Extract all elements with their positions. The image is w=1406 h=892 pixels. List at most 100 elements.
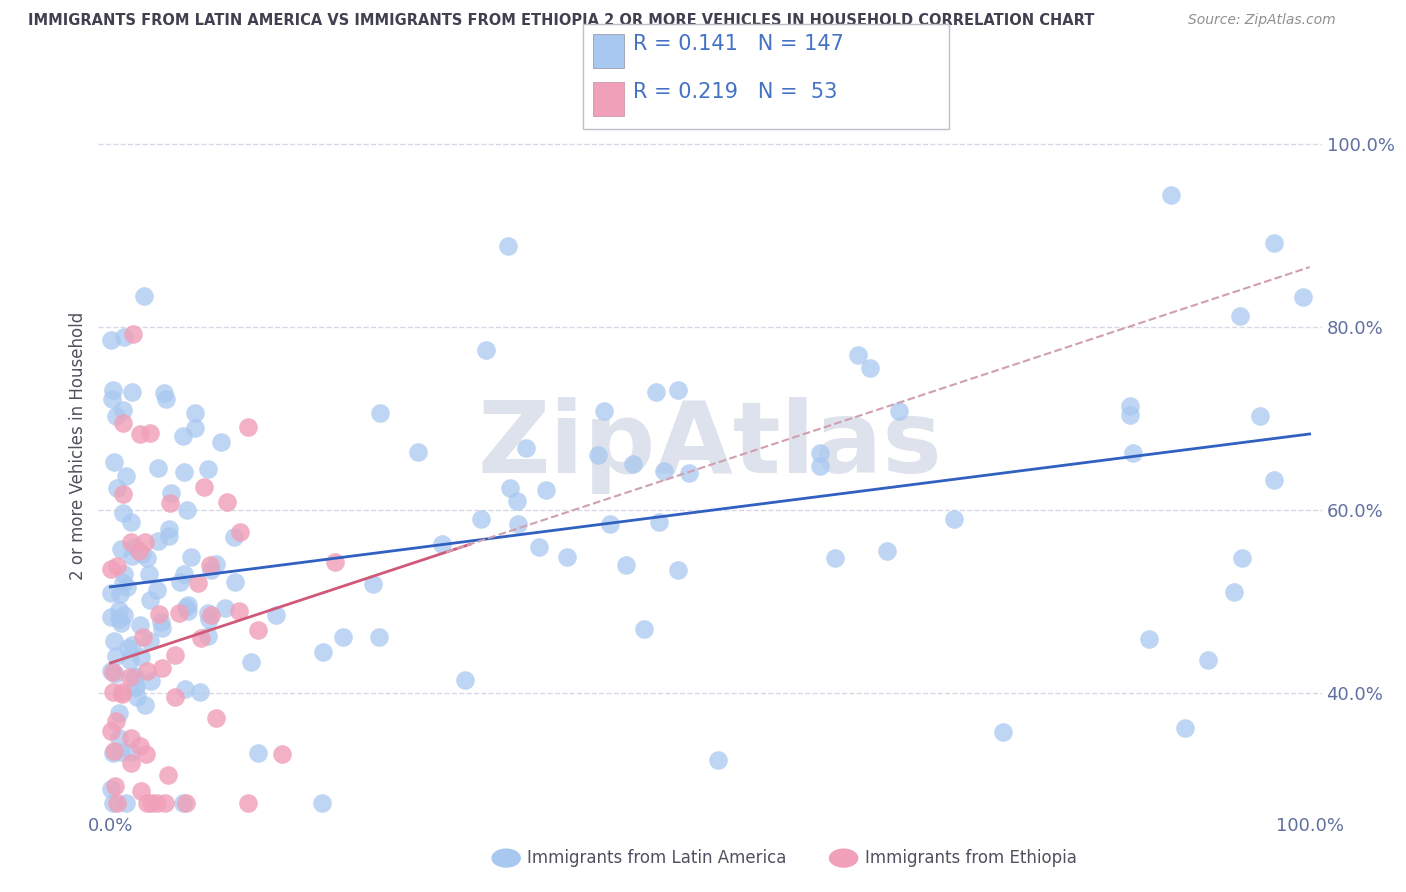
Point (1292, 291, 1315, 305)
Point (430, 537, 453, 551)
Point (101, 746, 124, 760)
Point (136, 796, 159, 810)
Point (1249, 409, 1271, 423)
Point (808, 445, 831, 459)
Point (146, 534, 169, 549)
Point (114, 796, 136, 810)
Point (132, 289, 155, 303)
Point (176, 796, 198, 810)
Point (197, 606, 219, 620)
Point (246, 623, 269, 637)
Point (111, 687, 134, 701)
Point (100, 664, 122, 678)
Point (120, 745, 142, 759)
Point (129, 784, 152, 798)
Point (247, 746, 270, 760)
Point (204, 711, 226, 725)
Point (146, 461, 169, 475)
Point (145, 582, 167, 597)
Point (129, 618, 152, 632)
Point (1119, 399, 1142, 413)
Point (506, 494, 529, 508)
Point (105, 558, 128, 573)
Point (131, 547, 153, 561)
Point (678, 466, 700, 480)
Point (118, 670, 141, 684)
Point (668, 383, 690, 397)
Point (124, 669, 146, 683)
Point (1137, 632, 1160, 646)
Point (163, 690, 186, 704)
Point (197, 629, 219, 643)
Point (111, 506, 134, 520)
Point (150, 622, 173, 636)
Point (131, 649, 153, 664)
Point (184, 421, 207, 435)
Point (1223, 584, 1246, 599)
Point (110, 616, 132, 631)
Point (120, 516, 142, 530)
Point (108, 706, 131, 720)
Point (115, 580, 138, 594)
Point (264, 607, 287, 622)
Point (105, 648, 128, 663)
Point (105, 481, 128, 495)
Point (150, 661, 173, 675)
Point (214, 601, 236, 615)
Point (129, 426, 152, 441)
Point (311, 796, 333, 810)
Point (103, 744, 125, 758)
Point (1197, 653, 1219, 667)
Point (586, 448, 609, 462)
Point (1263, 473, 1285, 487)
Point (115, 468, 138, 483)
Point (808, 458, 831, 473)
Point (108, 731, 131, 745)
Point (172, 429, 194, 443)
Point (159, 496, 181, 510)
Y-axis label: 2 or more Vehicles in Household: 2 or more Vehicles in Household (69, 312, 87, 580)
Point (991, 725, 1014, 739)
Point (134, 698, 156, 712)
Point (323, 555, 346, 569)
Point (118, 653, 141, 667)
Point (157, 529, 180, 543)
Point (105, 796, 128, 810)
Point (122, 670, 145, 684)
Point (361, 577, 384, 591)
Point (236, 796, 259, 810)
Point (100, 723, 122, 738)
Text: Immigrants from Ethiopia: Immigrants from Ethiopia (865, 849, 1077, 867)
Point (100, 781, 122, 796)
Point (172, 796, 194, 810)
Point (138, 567, 160, 582)
Point (103, 665, 125, 680)
Point (131, 630, 153, 644)
Point (112, 330, 135, 344)
Point (110, 542, 132, 557)
Point (475, 343, 498, 358)
Text: IMMIGRANTS FROM LATIN AMERICA VS IMMIGRANTS FROM ETHIOPIA 2 OR MORE VEHICLES IN : IMMIGRANTS FROM LATIN AMERICA VS IMMIGRA… (28, 13, 1094, 29)
Point (824, 551, 846, 566)
Point (169, 575, 191, 590)
Point (165, 648, 187, 662)
Point (367, 630, 389, 644)
Point (633, 622, 655, 636)
Point (103, 685, 125, 699)
Point (644, 384, 666, 399)
Point (193, 480, 215, 494)
Point (200, 608, 222, 623)
Point (112, 567, 135, 582)
Point (146, 796, 169, 810)
Point (100, 333, 122, 347)
Point (101, 796, 124, 810)
Point (470, 511, 492, 525)
Point (205, 557, 228, 571)
Point (648, 516, 671, 530)
Point (157, 768, 180, 782)
Point (270, 747, 292, 762)
Point (496, 239, 519, 253)
Text: Source: ZipAtlas.com: Source: ZipAtlas.com (1188, 13, 1336, 28)
Point (120, 535, 142, 549)
Point (108, 603, 131, 617)
